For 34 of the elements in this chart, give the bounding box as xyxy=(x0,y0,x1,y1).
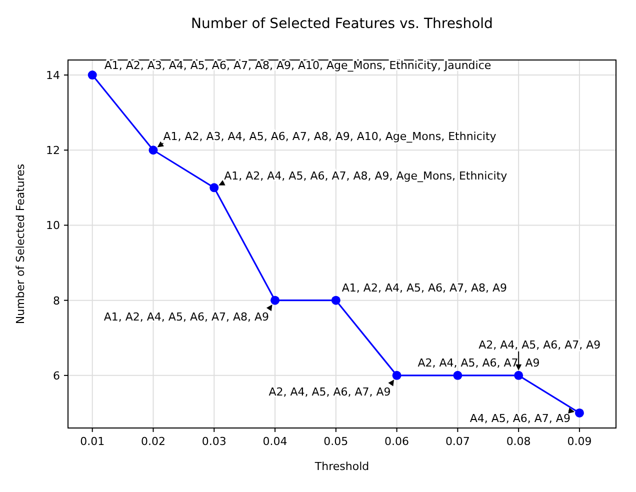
x-tick-label: 0.06 xyxy=(384,435,410,448)
point xyxy=(88,70,97,80)
point xyxy=(148,146,158,155)
y-tick-label: 12 xyxy=(46,144,60,158)
annotation: A1, A2, A3, A4, A5, A6, A7, A8, A9, A10, Age_Mons, Ethnicity, Jaundice xyxy=(104,59,492,72)
x-axis-title: Threshold xyxy=(314,460,370,473)
annotation: A4, A5, A6, A7, A9 xyxy=(470,412,570,425)
y-tick-label: 14 xyxy=(46,69,60,82)
point xyxy=(331,296,340,305)
annotation: A1, A2, A4, A5, A6, A7, A8, A9, Age_Mons, Ethnicity xyxy=(224,170,508,183)
x-tick-label: 0.01 xyxy=(80,435,105,448)
point xyxy=(574,408,584,418)
y-tick-label: 10 xyxy=(46,219,60,232)
point xyxy=(392,370,402,380)
x-tick-label: 0.03 xyxy=(202,435,226,448)
annotation: A1, A2, A3, A4, A5, A6, A7, A8, A9, A10, Age_Mons, Ethnicity xyxy=(163,130,497,144)
x-tick-label: 0.04 xyxy=(262,435,288,448)
point xyxy=(210,183,219,192)
point xyxy=(270,296,280,305)
y-tick-label: 8 xyxy=(53,294,60,308)
annotation: A2, A4, A5, A6, A7, A9 xyxy=(478,338,601,352)
point xyxy=(514,370,524,380)
annotation: A1, A2, A4, A5, A6, A7, A8, A9 xyxy=(104,310,270,324)
annotation: A2, A4, A5, A6, A7, A9 xyxy=(268,385,391,398)
x-tick-label: 0.07 xyxy=(445,435,470,448)
y-tick-label: 6 xyxy=(53,369,60,382)
x-tick-label: 0.05 xyxy=(324,435,348,448)
x-tick-label: 0.02 xyxy=(140,435,166,448)
x-tick-label: 0.08 xyxy=(506,435,531,448)
x-tick-label: 0.09 xyxy=(567,435,592,448)
chart-title: Number of Selected Features vs. Threshold xyxy=(191,16,493,32)
y-axis-title: Number of Selected Features xyxy=(14,164,27,324)
point xyxy=(453,370,462,380)
annotation: A1, A2, A4, A5, A6, A7, A8, A9 xyxy=(342,281,508,294)
